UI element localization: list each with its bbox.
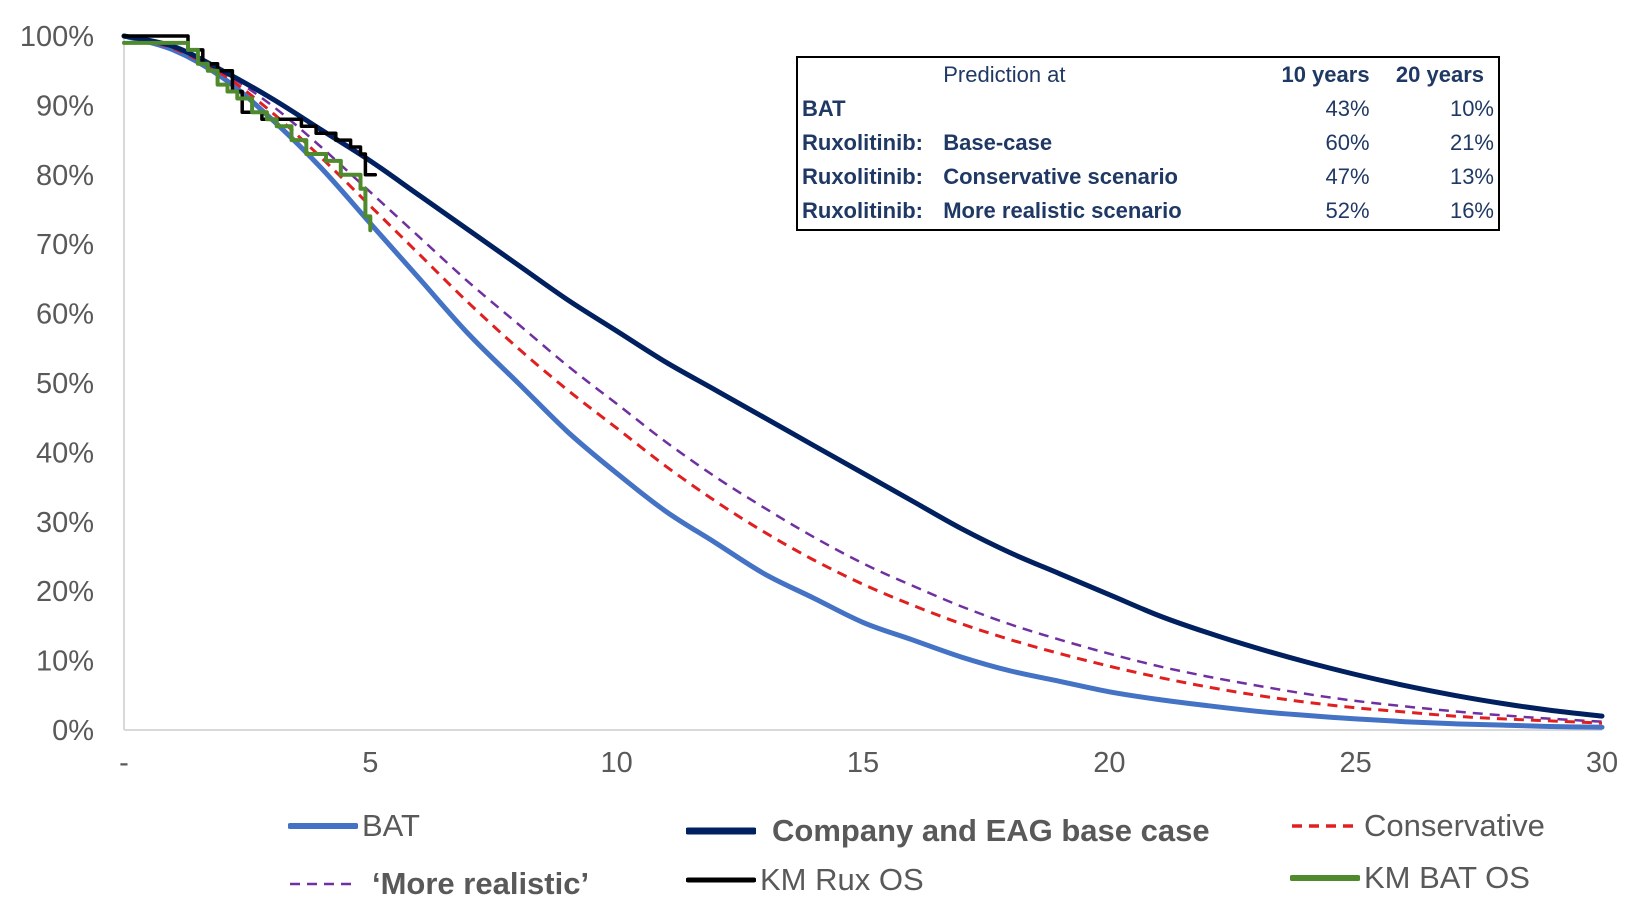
legend-label-km-bat: KM BAT OS	[1364, 860, 1530, 895]
y-tick-label: 100%	[20, 21, 94, 53]
prediction-row: Ruxolitinib: Conservative scenario 47% 1…	[798, 160, 1498, 194]
x-tick-label: 5	[362, 747, 378, 779]
prediction-row: Ruxolitinib: More realistic scenario 52%…	[798, 194, 1498, 228]
series-line-bat	[121, 33, 1605, 730]
legend-swatch-base-case	[686, 827, 756, 835]
legend-swatch-more-realistic	[290, 882, 356, 886]
prediction-scenario: More realistic scenario	[943, 198, 1182, 223]
prediction-20y-value: 10%	[1449, 96, 1494, 121]
prediction-10y-value: 52%	[1325, 198, 1370, 223]
series-line-km-rux-os	[122, 34, 378, 177]
prediction-20y-value: 13%	[1449, 164, 1494, 189]
legend-swatch-conservative	[1292, 824, 1358, 828]
prediction-scenario	[943, 92, 1253, 126]
legend-label-more-realistic: ‘More realistic’	[372, 866, 590, 901]
y-tick-label: 40%	[36, 437, 94, 469]
series-line-more-realistic	[123, 34, 1603, 723]
prediction-header-label: Prediction at	[943, 62, 1066, 87]
prediction-header-20y: 20 years	[1395, 62, 1484, 87]
y-tick-label: 10%	[36, 646, 94, 678]
y-tick-label: 0%	[52, 715, 94, 747]
legend-item-conservative: Conservative	[1290, 808, 1545, 844]
prediction-header-10y: 10 years	[1281, 62, 1370, 87]
y-tick-label: 30%	[36, 507, 94, 539]
legend-item-more-realistic: ‘More realistic’	[288, 866, 589, 902]
series-line-km-bat-os	[122, 40, 373, 233]
x-tick-label: 10	[601, 747, 633, 779]
prediction-scenario: Conservative scenario	[943, 164, 1178, 189]
prediction-10y-value: 47%	[1325, 164, 1370, 189]
prediction-20y-value: 16%	[1449, 198, 1494, 223]
legend-item-bat: BAT	[288, 808, 420, 844]
legend-item-km-bat: KM BAT OS	[1290, 860, 1530, 896]
prediction-table: Prediction at 10 years 20 years BAT 43% …	[796, 56, 1500, 231]
prediction-drug: Ruxolitinib:	[802, 198, 923, 223]
legend-item-km-rux: KM Rux OS	[686, 862, 924, 898]
y-tick-label: 70%	[36, 229, 94, 261]
x-tick-label: 30	[1586, 747, 1618, 779]
prediction-row: Ruxolitinib: Base-case 60% 21%	[798, 126, 1498, 160]
legend-item-base-case: Company and EAG base case	[686, 813, 1210, 849]
legend-swatch-km-bat	[1290, 875, 1360, 881]
legend-swatch-bat	[288, 823, 358, 829]
prediction-scenario: Base-case	[943, 130, 1053, 155]
legend-label-km-rux: KM Rux OS	[760, 862, 924, 897]
y-tick-label: 50%	[36, 368, 94, 400]
series-lines	[121, 33, 1605, 730]
prediction-drug: Ruxolitinib:	[802, 164, 923, 189]
y-tick-label: 90%	[36, 90, 94, 122]
prediction-10y-value: 43%	[1325, 96, 1370, 121]
prediction-header-row: Prediction at 10 years 20 years	[798, 58, 1498, 92]
prediction-drug: BAT	[802, 96, 846, 121]
y-tick-label: 80%	[36, 160, 94, 192]
legend-label-bat: BAT	[362, 808, 420, 843]
x-tick-label: 20	[1093, 747, 1125, 779]
axes	[123, 36, 1602, 731]
x-tick-label: 25	[1340, 747, 1372, 779]
tick-labels: 0% 10% 20% 30% 40% 50% 60% 70% 80% 90% 100% - 5 10 15 2…	[20, 21, 1618, 779]
prediction-10y-value: 60%	[1325, 130, 1370, 155]
legend-label-conservative: Conservative	[1364, 808, 1545, 843]
prediction-20y-value: 21%	[1449, 130, 1494, 155]
legend-label-base-case: Company and EAG base case	[772, 813, 1210, 848]
y-tick-label: 60%	[36, 299, 94, 331]
legend-swatch-km-rux	[686, 877, 756, 883]
prediction-drug: Ruxolitinib:	[802, 130, 923, 155]
x-tick-label: 15	[847, 747, 879, 779]
y-tick-label: 20%	[36, 576, 94, 608]
x-tick-label: -	[119, 747, 129, 779]
prediction-row: BAT 43% 10%	[798, 92, 1498, 126]
series-line-company-and-eag-base-case	[121, 33, 1605, 719]
